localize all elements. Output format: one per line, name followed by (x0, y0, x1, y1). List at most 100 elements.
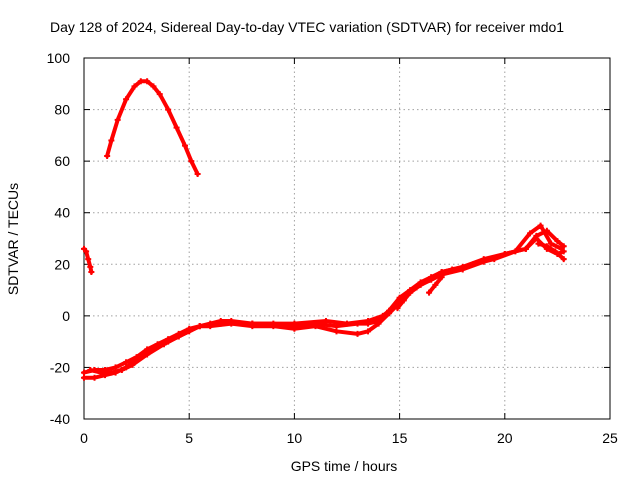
series-line (536, 241, 566, 262)
plot-frame (83, 57, 611, 420)
data-point (533, 232, 540, 239)
data-point (249, 320, 256, 327)
data-point (413, 284, 420, 291)
data-point (108, 137, 115, 144)
data-point (512, 248, 519, 255)
data-point (375, 320, 382, 327)
data-point (522, 245, 529, 252)
series-fragment-2 (426, 274, 445, 296)
data-point (150, 83, 157, 90)
data-point (379, 312, 386, 319)
data-point (543, 243, 550, 250)
data-point (85, 256, 92, 263)
series-main-band-3 (87, 222, 565, 376)
data-point (548, 240, 555, 247)
data-point (97, 369, 104, 376)
y-tick-label: -40 (50, 411, 70, 427)
data-point (552, 248, 559, 255)
y-tick-label: 0 (62, 308, 70, 324)
data-point (196, 323, 203, 330)
data-point (365, 318, 372, 325)
data-point (560, 256, 567, 263)
data-point (535, 240, 542, 247)
data-point (129, 361, 136, 368)
y-tick-label: 40 (54, 205, 70, 221)
data-point (400, 297, 407, 304)
y-tick-label: 20 (54, 256, 70, 272)
data-point (156, 91, 163, 98)
series-fragment-3 (535, 240, 567, 263)
data-point (87, 367, 94, 374)
data-point (491, 256, 498, 263)
y-tick-label: 60 (54, 153, 70, 169)
data-point (291, 325, 298, 332)
data-point (144, 78, 151, 85)
y-tick-label: 80 (54, 102, 70, 118)
data-point (537, 222, 544, 229)
data-point (188, 158, 195, 165)
data-point (365, 328, 372, 335)
x-axis-label: GPS time / hours (291, 458, 398, 474)
data-point (114, 116, 121, 123)
y-tick-label: -20 (50, 359, 70, 375)
data-point (407, 289, 414, 296)
data-point (438, 269, 445, 276)
data-point (118, 367, 125, 374)
data-point (449, 266, 456, 273)
axis-ticks: 0 5 10 15 20 25 -40 -20 0 20 40 60 80 100 (47, 50, 618, 446)
series-line (82, 228, 566, 380)
data-point (104, 152, 111, 159)
data-point (312, 323, 319, 330)
data-point (112, 364, 119, 371)
x-tick-label: 5 (185, 430, 193, 446)
data-point (217, 320, 224, 327)
y-tick-label: 100 (47, 50, 71, 66)
data-point (470, 261, 477, 268)
data-point (175, 333, 182, 340)
chart-title: Day 128 of 2024, Sidereal Day-to-day VTE… (50, 19, 564, 35)
data-point (81, 374, 87, 381)
data-point (558, 245, 565, 252)
data-point (165, 106, 172, 113)
data-point (438, 274, 445, 281)
data-point (344, 320, 350, 327)
data-point (554, 238, 561, 245)
series-main-band-2 (81, 227, 567, 381)
data-point (91, 374, 98, 381)
data-point (81, 369, 87, 376)
data-point (87, 263, 94, 270)
x-tick-label: 10 (287, 430, 303, 446)
data-point (173, 124, 180, 131)
data-point (426, 289, 433, 296)
data-point (123, 359, 130, 366)
data-point (131, 83, 138, 90)
data-point (432, 281, 439, 288)
x-tick-label: 25 (602, 430, 618, 446)
series-arc-peak (104, 78, 201, 178)
data-point (83, 248, 90, 255)
data-point (160, 341, 167, 348)
series-line (88, 223, 564, 375)
series-fragment-1 (394, 289, 414, 312)
data-point (322, 318, 329, 325)
x-tick-label: 20 (497, 430, 513, 446)
x-tick-label: 15 (392, 430, 408, 446)
grid (84, 58, 610, 419)
series-arc-early (81, 245, 95, 276)
data-point (181, 142, 188, 149)
data-point (137, 78, 144, 85)
series-line (105, 79, 200, 176)
data-point (123, 96, 130, 103)
data-point (354, 330, 361, 337)
data-point (527, 230, 534, 237)
data-point (426, 276, 433, 283)
data-point (108, 369, 115, 376)
data-point (194, 171, 201, 178)
data-point (333, 328, 340, 335)
data-point (144, 351, 151, 358)
data-point (394, 305, 401, 312)
y-axis-label: SDTVAR / TECUs (5, 183, 21, 295)
data-point (291, 320, 298, 327)
data-point (88, 269, 95, 276)
